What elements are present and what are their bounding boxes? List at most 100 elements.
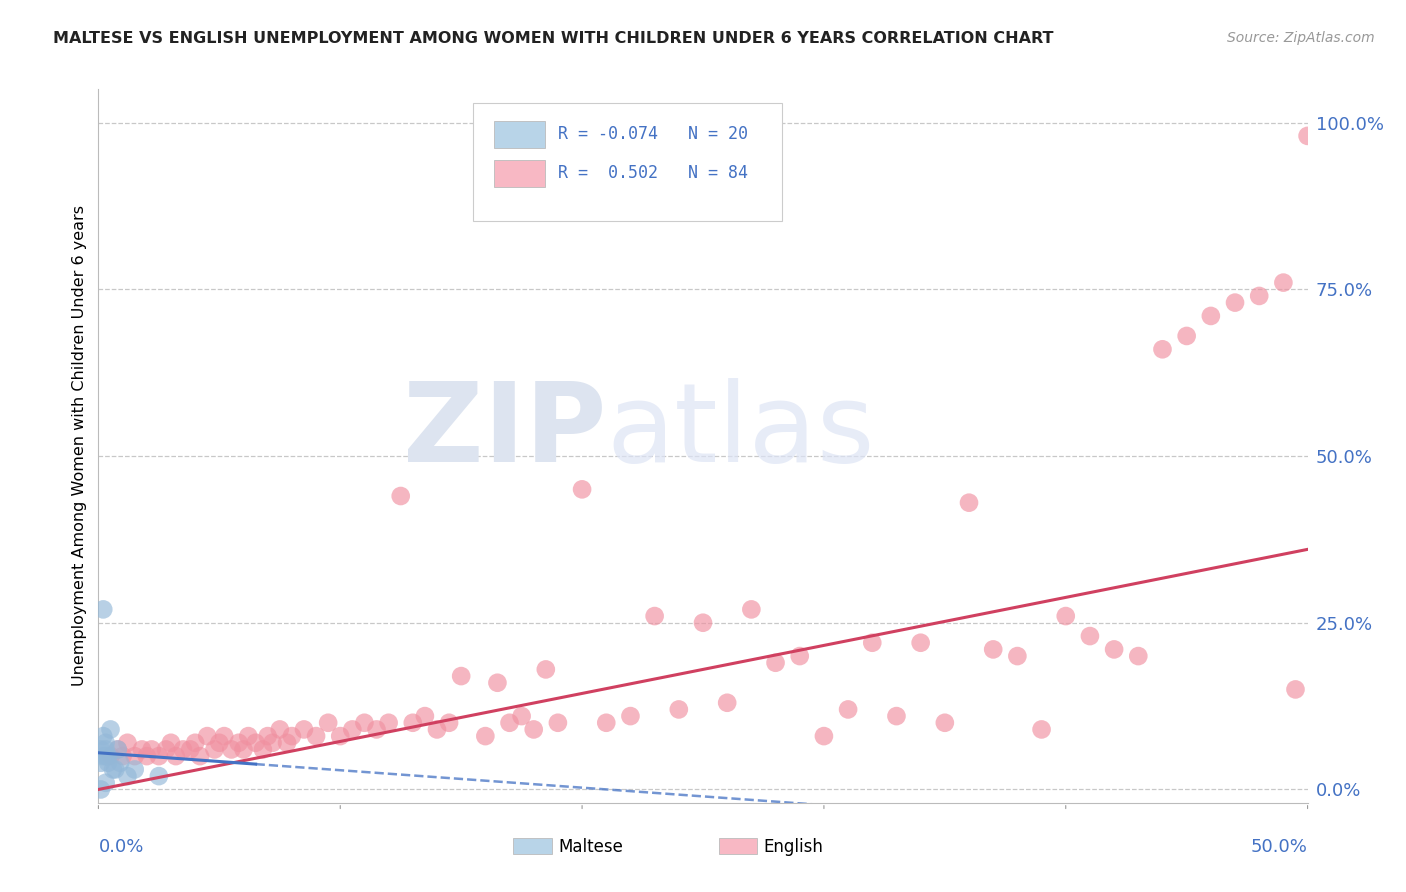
- Point: [305, 729, 328, 743]
- Point: [91, 749, 114, 764]
- Point: [281, 729, 304, 743]
- Point: [141, 742, 163, 756]
- Point: [179, 742, 201, 756]
- Point: [910, 636, 932, 650]
- Point: [316, 715, 339, 730]
- Point: [595, 715, 617, 730]
- Point: [91, 602, 114, 616]
- Point: [619, 709, 641, 723]
- Point: [232, 742, 254, 756]
- Point: [571, 483, 593, 497]
- Point: [252, 742, 274, 756]
- Point: [813, 729, 835, 743]
- Text: R = -0.074   N = 20: R = -0.074 N = 20: [558, 125, 748, 143]
- Point: [486, 675, 509, 690]
- Point: [1199, 309, 1222, 323]
- Point: [90, 756, 112, 770]
- Point: [148, 769, 170, 783]
- Point: [1296, 128, 1319, 143]
- Text: Maltese: Maltese: [558, 838, 623, 856]
- Point: [450, 669, 472, 683]
- Point: [498, 715, 520, 730]
- Point: [668, 702, 690, 716]
- Point: [131, 742, 153, 756]
- Point: [212, 729, 235, 743]
- Point: [789, 649, 811, 664]
- Text: atlas: atlas: [606, 378, 875, 485]
- Point: [188, 749, 211, 764]
- Point: [101, 763, 124, 777]
- Text: 50.0%: 50.0%: [1251, 838, 1308, 856]
- Point: [184, 736, 207, 750]
- Point: [644, 609, 666, 624]
- Point: [124, 763, 146, 777]
- Point: [740, 602, 762, 616]
- Point: [329, 729, 352, 743]
- Point: [1031, 723, 1053, 737]
- Point: [1152, 343, 1174, 357]
- Bar: [494, 121, 544, 148]
- Y-axis label: Unemployment Among Women with Children Under 6 years: Unemployment Among Women with Children U…: [72, 205, 87, 687]
- Point: [124, 749, 146, 764]
- Point: [107, 742, 129, 756]
- Point: [366, 723, 388, 737]
- Text: Source: ZipAtlas.com: Source: ZipAtlas.com: [1227, 31, 1375, 45]
- Point: [269, 723, 291, 737]
- Point: [108, 756, 131, 770]
- Point: [413, 709, 436, 723]
- Point: [957, 496, 980, 510]
- Point: [1175, 329, 1198, 343]
- Point: [1223, 295, 1246, 310]
- Point: [111, 749, 134, 764]
- Point: [886, 709, 908, 723]
- Text: ZIP: ZIP: [404, 378, 606, 485]
- Point: [107, 742, 129, 756]
- Point: [94, 742, 117, 756]
- Point: [100, 749, 122, 764]
- Point: [91, 729, 114, 743]
- Point: [97, 756, 120, 770]
- Point: [353, 715, 375, 730]
- Point: [256, 729, 278, 743]
- Point: [292, 723, 315, 737]
- Point: [104, 763, 127, 777]
- Text: 0.0%: 0.0%: [98, 838, 143, 856]
- Point: [860, 636, 883, 650]
- Point: [94, 736, 117, 750]
- Point: [1054, 609, 1077, 624]
- Point: [692, 615, 714, 630]
- Point: [1007, 649, 1029, 664]
- Text: MALTESE VS ENGLISH UNEMPLOYMENT AMONG WOMEN WITH CHILDREN UNDER 6 YEARS CORRELAT: MALTESE VS ENGLISH UNEMPLOYMENT AMONG WO…: [53, 31, 1054, 46]
- Point: [90, 742, 112, 756]
- Point: [547, 715, 569, 730]
- Point: [510, 709, 533, 723]
- Point: [228, 736, 250, 750]
- Point: [342, 723, 364, 737]
- Point: [1249, 289, 1271, 303]
- Point: [1284, 682, 1306, 697]
- Point: [160, 736, 183, 750]
- Text: R =  0.502   N = 84: R = 0.502 N = 84: [558, 164, 748, 182]
- Point: [389, 489, 412, 503]
- FancyBboxPatch shape: [474, 103, 782, 221]
- Bar: [513, 838, 551, 855]
- Point: [837, 702, 859, 716]
- Point: [97, 749, 120, 764]
- Point: [195, 729, 218, 743]
- Point: [165, 749, 187, 764]
- Point: [934, 715, 956, 730]
- Point: [117, 736, 139, 750]
- Point: [1078, 629, 1101, 643]
- Point: [90, 782, 112, 797]
- Point: [276, 736, 298, 750]
- Point: [534, 662, 557, 676]
- Point: [94, 749, 117, 764]
- Point: [426, 723, 449, 737]
- Point: [172, 742, 194, 756]
- Point: [1128, 649, 1150, 664]
- Point: [94, 776, 117, 790]
- Point: [100, 723, 122, 737]
- Point: [1102, 642, 1125, 657]
- Point: [148, 749, 170, 764]
- Bar: [494, 160, 544, 187]
